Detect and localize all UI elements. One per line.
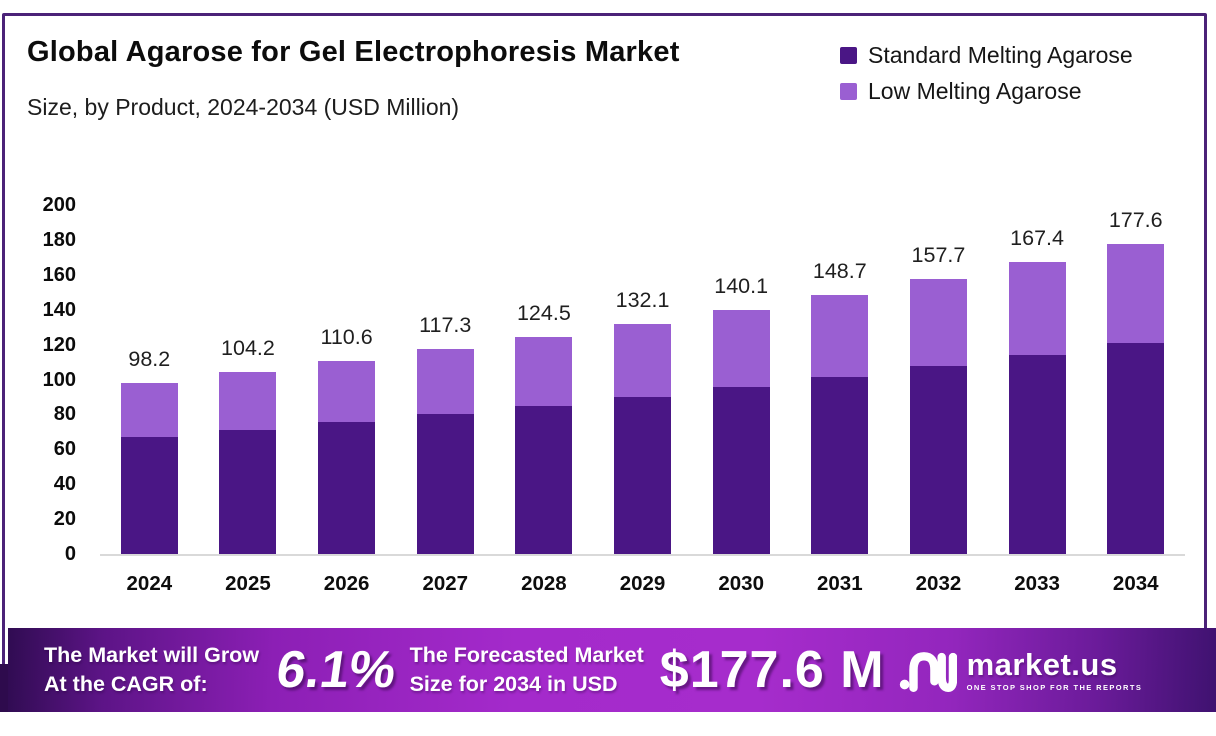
x-axis-label-2028: 2028 xyxy=(521,572,567,595)
x-axis-label-2032: 2032 xyxy=(915,572,962,595)
bar-value-label-2033: 167.4 xyxy=(1010,225,1064,250)
legend-swatch-low-melting xyxy=(840,83,857,100)
bar-segment-standard-melting-2025 xyxy=(219,429,277,554)
chart-title: Global Agarose for Gel Electrophoresis M… xyxy=(27,36,680,68)
bar-segment-low-melting-2032 xyxy=(909,278,967,367)
brand-name: market.us xyxy=(966,646,1118,682)
cagr-value: 6.1% xyxy=(272,641,400,699)
legend-label-standard-melting: Standard Melting Agarose xyxy=(868,42,1133,68)
bar-segment-standard-melting-2033 xyxy=(1008,354,1066,554)
bar-segment-standard-melting-2030 xyxy=(712,387,770,554)
bar-segment-low-melting-2028 xyxy=(515,336,573,406)
x-axis-label-2034: 2034 xyxy=(1112,572,1159,595)
cagr-text-line1: The Market will Grow xyxy=(44,643,260,668)
forecast-text: The Forecasted Market Size for 2034 in U… xyxy=(410,641,644,698)
legend-swatch-standard-melting xyxy=(840,47,857,64)
bar-group-2032: 157.7 xyxy=(889,190,988,554)
bar-segment-standard-melting-2029 xyxy=(614,396,672,554)
y-axis: 0 20 40 60 80 100 120 140 160 180 200 xyxy=(14,0,76,620)
y-axis-tick-140: 140 xyxy=(42,298,76,321)
bar-group-2026: 110.6 xyxy=(297,190,396,554)
x-axis-label-2026: 2026 xyxy=(323,572,370,595)
plot-area: 98.2 104.2 110.6 117.3 124.5 132.1 140.1 148.7 1… xyxy=(100,190,1185,556)
x-axis-label-2031: 2031 xyxy=(817,572,863,595)
bar-value-label-2029: 132.1 xyxy=(615,287,670,312)
bar-segment-low-melting-2029 xyxy=(614,323,672,397)
chart-subtitle: Size, by Product, 2024-2034 (USD Million… xyxy=(27,94,460,120)
bar-group-2030: 140.1 xyxy=(692,190,791,554)
forecast-text-line1: The Forecasted Market xyxy=(409,643,644,668)
brand-logo: market.us ONE STOP SHOP FOR THE REPORTS xyxy=(899,645,1143,695)
bar-segment-low-melting-2025 xyxy=(219,372,277,430)
x-axis-label-2027: 2027 xyxy=(422,572,469,595)
bar-value-label-2024: 98.2 xyxy=(128,346,171,371)
bar-value-label-2026: 110.6 xyxy=(320,325,373,350)
y-axis-tick-200: 200 xyxy=(42,194,76,216)
y-axis-tick-160: 160 xyxy=(42,263,76,286)
bar-segment-low-melting-2033 xyxy=(1008,261,1066,355)
forecast-text-line2: Size for 2034 in USD xyxy=(409,672,618,696)
legend-label-low-melting: Low Melting Agarose xyxy=(868,78,1082,104)
bar-segment-standard-melting-2032 xyxy=(909,366,967,554)
y-axis-tick-40: 40 xyxy=(53,473,76,496)
x-axis: 2024 2025 2026 2027 2028 2029 2030 2031 2032 2033… xyxy=(100,572,1185,596)
cagr-text-line2: At the CAGR of: xyxy=(44,672,208,696)
bar-segment-low-melting-2024 xyxy=(120,382,178,438)
bar-group-2031: 148.7 xyxy=(790,190,889,554)
bar-segment-low-melting-2030 xyxy=(712,309,770,388)
x-axis-label-2024: 2024 xyxy=(126,572,173,595)
bar-group-2029: 132.1 xyxy=(593,190,692,554)
bar-value-label-2028: 124.5 xyxy=(516,300,571,325)
brand-tagline: ONE STOP SHOP FOR THE REPORTS xyxy=(966,682,1143,692)
bar-value-label-2030: 140.1 xyxy=(714,273,769,298)
bar-segment-standard-melting-2026 xyxy=(318,422,376,554)
y-axis-tick-20: 20 xyxy=(53,508,76,531)
bar-segment-low-melting-2031 xyxy=(811,294,869,378)
bar-group-2034: 177.6 xyxy=(1086,190,1185,554)
bar-segment-low-melting-2026 xyxy=(318,361,376,423)
x-axis-label-2025: 2025 xyxy=(225,572,271,595)
bar-group-2025: 104.2 xyxy=(199,190,298,554)
market-us-logo-icon xyxy=(899,652,957,692)
bar-value-label-2034: 177.6 xyxy=(1108,208,1163,233)
forecast-value: $177.6 M xyxy=(659,641,885,699)
bar-group-2027: 117.3 xyxy=(396,190,495,554)
bar-group-2033: 167.4 xyxy=(988,190,1087,554)
y-axis-tick-120: 120 xyxy=(42,333,76,356)
bar-value-label-2027: 117.3 xyxy=(419,313,472,338)
legend-item-low-melting: Low Melting Agarose xyxy=(840,78,1133,105)
x-axis-label-2033: 2033 xyxy=(1014,572,1060,595)
y-axis-tick-60: 60 xyxy=(53,438,76,461)
y-axis-tick-0: 0 xyxy=(64,543,76,565)
legend: Standard Melting Agarose Low Melting Aga… xyxy=(840,42,1133,105)
x-axis-label-2029: 2029 xyxy=(619,572,666,595)
bar-value-label-2032: 157.7 xyxy=(911,242,966,267)
bar-segment-low-melting-2027 xyxy=(416,349,474,415)
bar-value-label-2031: 148.7 xyxy=(812,258,867,283)
bar-segment-standard-melting-2024 xyxy=(120,437,178,554)
y-axis-tick-100: 100 xyxy=(42,368,76,391)
bar-segment-low-melting-2034 xyxy=(1107,244,1165,343)
x-axis-label-2030: 2030 xyxy=(718,572,764,595)
cagr-banner: The Market will Grow At the CAGR of: 6.1… xyxy=(8,628,1216,712)
y-axis-tick-180: 180 xyxy=(42,228,76,251)
ribbon-fold xyxy=(0,664,8,712)
bar-group-2024: 98.2 xyxy=(100,190,199,554)
bar-value-label-2025: 104.2 xyxy=(221,336,275,361)
bar-segment-standard-melting-2031 xyxy=(811,377,869,554)
bar-segment-standard-melting-2028 xyxy=(515,405,573,554)
bar-segment-standard-melting-2034 xyxy=(1107,342,1165,554)
cagr-text: The Market will Grow At the CAGR of: xyxy=(8,641,259,698)
y-axis-tick-80: 80 xyxy=(53,403,76,426)
bar-segment-standard-melting-2027 xyxy=(416,414,474,554)
legend-item-standard-melting: Standard Melting Agarose xyxy=(840,42,1133,69)
chart-frame xyxy=(2,13,1207,695)
bar-group-2028: 124.5 xyxy=(495,190,594,554)
